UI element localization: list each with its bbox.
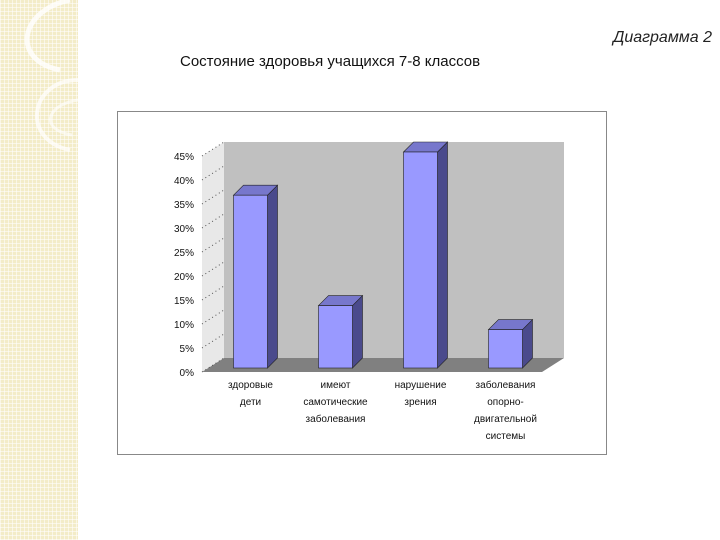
gridline — [201, 237, 225, 253]
x-category-label: системы — [486, 431, 526, 442]
x-category-label: самотические — [303, 397, 368, 408]
bar-side — [437, 141, 448, 369]
x-category-label: нарушение — [395, 380, 447, 391]
x-category-label: имеют — [321, 380, 351, 391]
gridline — [201, 165, 225, 181]
y-tick-label: 15% — [174, 296, 194, 307]
bar-side — [352, 294, 363, 369]
decorative-side-strip — [0, 0, 78, 540]
slide-caption: Диаграмма 2 — [613, 29, 712, 46]
gridline — [201, 285, 225, 301]
y-tick-label: 30% — [174, 224, 194, 235]
y-tick-label: 0% — [180, 368, 195, 379]
y-tick-label: 10% — [174, 320, 194, 331]
gridline — [201, 189, 225, 205]
gridline — [201, 213, 225, 229]
x-category-label: заболевания — [306, 413, 366, 425]
y-tick-label: 35% — [174, 200, 194, 211]
gridline — [201, 261, 225, 277]
x-category-label: дети — [240, 397, 261, 408]
bar — [403, 151, 438, 369]
bar — [488, 329, 523, 369]
chart-back-wall — [224, 142, 564, 358]
y-tick-label: 20% — [174, 272, 194, 283]
x-category-label: опорно- — [487, 397, 524, 408]
x-category-label: зрения — [404, 397, 436, 408]
y-tick-label: 40% — [174, 176, 194, 187]
bar — [233, 194, 268, 369]
bar — [318, 305, 353, 369]
gridline — [201, 357, 225, 373]
chart-frame: 0% 5% 10% 15% 20% 25% 30% 35% 40% 45% здоровые дети… — [117, 111, 607, 455]
y-tick-label: 45% — [174, 152, 194, 163]
chart-side-wall — [202, 142, 224, 372]
swirl-decoration — [24, 0, 78, 152]
chart-title: Состояние здоровья учащихся 7-8 классов — [180, 53, 481, 70]
y-tick-label: 25% — [174, 248, 194, 259]
y-tick-label: 5% — [180, 344, 195, 355]
x-category-label: здоровые — [228, 380, 273, 391]
gridline — [201, 141, 225, 157]
x-category-label: заболевания — [476, 379, 536, 391]
x-category-label: двигательной — [474, 414, 537, 425]
chart-floor — [202, 358, 564, 372]
bar-side — [267, 184, 278, 369]
gridline — [201, 333, 225, 349]
bar-chart: 0% 5% 10% 15% 20% 25% 30% 35% 40% 45% здоровые дети… — [174, 141, 564, 442]
gridline — [201, 309, 225, 325]
